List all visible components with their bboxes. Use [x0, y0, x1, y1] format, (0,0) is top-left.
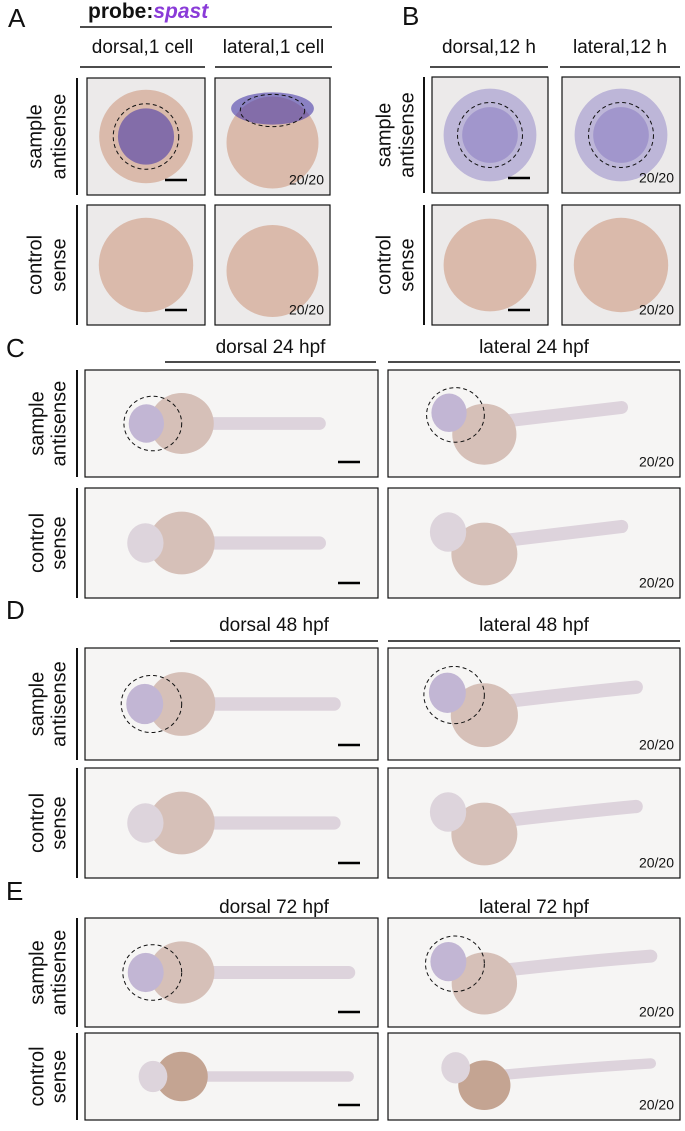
column-header: dorsal,1 cell — [92, 37, 193, 58]
count: 20/20 — [639, 1097, 674, 1113]
row-label: control — [24, 235, 46, 295]
row-label: sense — [48, 1050, 70, 1103]
row-label: control — [26, 513, 48, 573]
head — [128, 404, 165, 443]
row-label: sample — [24, 104, 46, 168]
column-header: lateral 24 hpf — [479, 337, 590, 358]
probe-prefix: probe: — [88, 0, 153, 23]
row-label: control — [26, 793, 48, 853]
outline — [588, 102, 654, 168]
image-frame — [387, 1032, 681, 1121]
outline — [123, 395, 183, 452]
row-label: control — [373, 235, 395, 295]
yolk — [155, 1051, 208, 1102]
embryo — [226, 225, 319, 317]
head — [429, 512, 467, 552]
row-label: sense — [48, 516, 70, 569]
yolk — [458, 1060, 511, 1110]
row-label: sense — [396, 238, 418, 291]
count: 20/20 — [639, 302, 674, 318]
row-label: control — [26, 1046, 48, 1106]
yolk — [451, 522, 518, 586]
row-label: sample — [26, 672, 48, 736]
column-header: dorsal 48 hpf — [219, 615, 330, 636]
stain — [117, 108, 175, 165]
probe-gene: spast — [153, 0, 209, 23]
row-label: antisense — [48, 930, 70, 1016]
outline — [426, 387, 485, 443]
head — [127, 523, 164, 563]
head — [127, 952, 164, 993]
head — [126, 683, 164, 725]
row-label: sample — [26, 391, 48, 455]
column-header: dorsal 72 hpf — [219, 897, 330, 918]
panel-letter: B — [402, 1, 419, 31]
outline — [122, 944, 183, 1001]
panel-letter: A — [8, 3, 26, 33]
outline — [120, 674, 183, 734]
column-header: dorsal,12 h — [442, 37, 536, 58]
count: 20/20 — [639, 170, 674, 186]
count: 20/20 — [639, 454, 674, 470]
probe-label: probe:spast — [88, 0, 209, 23]
head — [430, 941, 467, 982]
outline — [239, 93, 306, 128]
head — [441, 1052, 471, 1084]
count: 20/20 — [639, 737, 674, 753]
panel-letter: E — [6, 876, 23, 906]
column-header: lateral 48 hpf — [479, 615, 590, 636]
head — [138, 1060, 168, 1093]
count: 20/20 — [639, 575, 674, 591]
stain — [593, 107, 649, 163]
head — [431, 393, 467, 433]
row-label: sample — [26, 940, 48, 1004]
head — [428, 672, 466, 713]
row-label: antisense — [396, 92, 418, 178]
column-header: lateral 72 hpf — [479, 897, 590, 918]
yolk — [148, 791, 215, 855]
outline — [423, 665, 485, 725]
yolk — [452, 403, 517, 465]
row-label: antisense — [48, 94, 70, 180]
stain — [231, 92, 314, 125]
count: 20/20 — [639, 855, 674, 871]
yolk — [451, 952, 518, 1015]
row-label: sense — [48, 796, 70, 849]
count: 20/20 — [639, 1004, 674, 1020]
yolk — [451, 802, 518, 866]
head — [127, 803, 164, 843]
head — [429, 792, 467, 832]
panel-letter: D — [6, 595, 25, 625]
panel-letter: C — [6, 333, 25, 363]
embryo — [98, 217, 194, 313]
column-header: lateral,1 cell — [223, 37, 324, 58]
count: 20/20 — [289, 172, 324, 188]
row-label: sense — [48, 238, 70, 291]
embryo — [573, 217, 669, 313]
stain — [462, 107, 518, 163]
count: 20/20 — [289, 302, 324, 318]
embryo — [443, 218, 537, 312]
row-label: antisense — [48, 661, 70, 747]
yolk — [450, 683, 518, 748]
yolk — [148, 511, 215, 575]
column-header: lateral,12 h — [573, 37, 667, 58]
outline — [457, 102, 523, 168]
row-label: antisense — [48, 381, 70, 467]
outline — [112, 103, 180, 170]
column-header: dorsal 24 hpf — [216, 337, 327, 358]
outline — [425, 935, 485, 993]
row-label: sample — [373, 103, 395, 167]
